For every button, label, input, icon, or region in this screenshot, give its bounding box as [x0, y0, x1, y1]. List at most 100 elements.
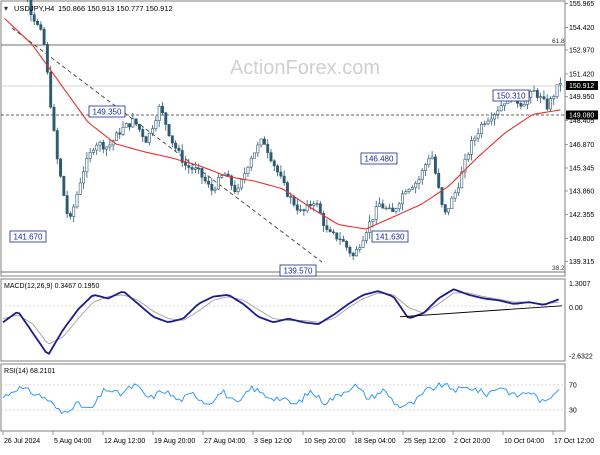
candle — [141, 127, 145, 143]
candle — [483, 120, 487, 127]
candle — [522, 100, 526, 107]
candle — [486, 117, 490, 126]
candle — [443, 204, 447, 215]
date-tick-label: 17 Oct 12:00 — [554, 438, 594, 445]
candle — [496, 105, 500, 119]
macd-label: MACD(12,26,9) 0.3467 0.1950 — [4, 283, 99, 290]
price-tick-label: 148.405 — [569, 118, 594, 125]
annotation-150-310: 150.310 — [492, 89, 530, 102]
candle — [138, 123, 141, 132]
candle — [378, 197, 381, 207]
candle — [322, 210, 326, 233]
candle — [555, 84, 559, 99]
candle — [161, 101, 164, 115]
candle — [272, 159, 276, 171]
candle — [151, 125, 155, 137]
candle — [253, 152, 257, 159]
annotation-label: 149.350 — [93, 108, 122, 117]
candle — [410, 185, 414, 191]
fib-38-2-label: 38.2 — [552, 265, 565, 272]
candle — [460, 166, 464, 189]
candle — [470, 135, 474, 161]
price-tick-label: 142.355 — [569, 212, 594, 219]
date-tick-label: 12 Aug 12:00 — [104, 438, 145, 445]
candle — [88, 147, 92, 163]
candle — [266, 139, 270, 159]
candle — [302, 208, 306, 216]
price-tick-label: 145.345 — [569, 166, 594, 173]
candle — [154, 115, 158, 132]
candle — [450, 195, 454, 209]
candle — [91, 147, 95, 155]
candle — [535, 88, 539, 102]
candle — [424, 162, 427, 176]
price-tick-label: 139.315 — [569, 259, 594, 266]
candle — [549, 96, 552, 112]
candle — [466, 152, 470, 162]
candle — [384, 205, 388, 211]
candle — [545, 94, 549, 112]
annotation-label: 150.310 — [497, 92, 526, 101]
candle — [82, 166, 86, 189]
symbol-label: USDJPY,H4 — [14, 4, 54, 13]
candle — [128, 123, 132, 131]
candle — [42, 26, 46, 46]
macd-axis: 1.3007 0.00 -2.6322 — [569, 281, 593, 360]
candle — [401, 190, 404, 211]
candle — [174, 140, 178, 152]
candle — [437, 168, 441, 189]
date-tick-label: 10 Sep 20:00 — [304, 438, 346, 445]
candle — [364, 230, 368, 244]
price-tick-label: 143.860 — [569, 188, 594, 195]
candle — [105, 146, 109, 157]
price-tick-label: 140.800 — [569, 236, 594, 243]
candle — [259, 138, 263, 148]
candle — [177, 144, 181, 154]
candle — [404, 189, 408, 195]
candle — [335, 232, 339, 242]
candle — [338, 232, 342, 246]
date-tick-label: 5 Aug 04:00 — [54, 438, 91, 445]
candle — [59, 157, 62, 178]
candle — [52, 103, 56, 133]
date-tick-label: 19 Aug 20:00 — [154, 438, 195, 445]
price-tick-label: 151.420 — [569, 71, 594, 78]
date-tick-label: 10 Oct 04:00 — [504, 438, 544, 445]
annotation-146-480: 146.480 — [360, 152, 398, 165]
candle — [134, 118, 138, 127]
level-price-tag: 149.080 — [566, 110, 598, 120]
price-tick-label: 149.950 — [569, 94, 594, 101]
rsi-tick-label: 30 — [569, 408, 577, 415]
ohlc-label: 150.866 150.913 150.777 150.912 — [58, 4, 173, 13]
candle — [276, 164, 280, 177]
candle — [489, 112, 493, 126]
candle — [157, 103, 161, 128]
date-tick-label: 25 Sep 12:00 — [404, 438, 446, 445]
candle — [397, 202, 401, 213]
candle — [391, 203, 395, 212]
candle — [167, 124, 171, 137]
candle — [476, 128, 480, 143]
candle — [29, 0, 33, 22]
candle — [256, 141, 260, 157]
candle — [552, 94, 556, 106]
candle — [210, 178, 214, 196]
candle — [39, 21, 43, 31]
date-tick-label: 3 Sep 12:00 — [254, 438, 292, 445]
candle — [456, 182, 460, 196]
candle — [299, 204, 303, 213]
candle — [417, 176, 421, 190]
candle — [269, 148, 273, 163]
rsi-axis: 70 30 — [569, 382, 577, 414]
candle — [332, 229, 335, 235]
candle — [249, 155, 253, 171]
candle — [118, 127, 122, 140]
candle — [200, 167, 204, 184]
candle — [239, 178, 243, 191]
candle — [147, 132, 151, 146]
candle — [262, 136, 266, 145]
macd-panel-frame — [0, 278, 566, 362]
annotation-label: 139.570 — [284, 267, 313, 276]
